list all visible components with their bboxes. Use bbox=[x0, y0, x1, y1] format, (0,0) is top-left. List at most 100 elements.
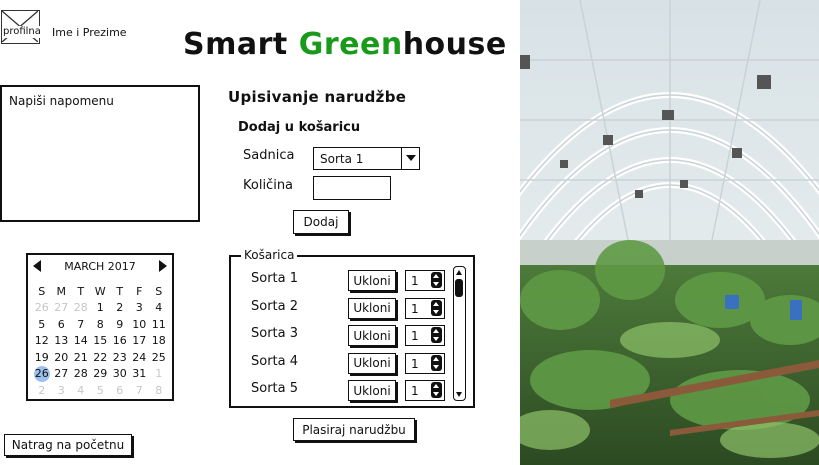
remove-button[interactable]: Ukloni bbox=[348, 297, 396, 319]
weekday-header: S bbox=[38, 284, 46, 298]
calendar-day[interactable]: 8 bbox=[96, 317, 104, 331]
prev-month-icon[interactable] bbox=[33, 260, 41, 272]
weekday-header: M bbox=[56, 284, 67, 298]
remove-button[interactable]: Ukloni bbox=[348, 380, 396, 401]
plant-select[interactable]: Sorta 1 bbox=[313, 147, 420, 170]
calendar-day[interactable]: 4 bbox=[77, 383, 85, 397]
weekday-header: T bbox=[116, 284, 124, 298]
calendar-day[interactable]: 7 bbox=[135, 383, 143, 397]
calendar-day[interactable]: 19 bbox=[34, 350, 49, 364]
quantity-label: Količina bbox=[243, 178, 294, 193]
calendar-day[interactable]: 30 bbox=[112, 367, 127, 381]
cart-item: Sorta 5 Ukloni 1 bbox=[231, 379, 445, 401]
plant-select-value: Sorta 1 bbox=[320, 152, 364, 166]
calendar-day[interactable]: 8 bbox=[155, 383, 163, 397]
cart-item: Sorta 3 Ukloni 1 bbox=[231, 324, 445, 346]
cart-item: Sorta 4 Ukloni 1 bbox=[231, 352, 445, 374]
calendar-day[interactable]: 25 bbox=[151, 350, 166, 364]
back-to-home-button[interactable]: Natrag na početnu bbox=[4, 434, 132, 456]
calendar-day[interactable]: 26 bbox=[32, 365, 52, 383]
calendar-day[interactable]: 11 bbox=[151, 317, 166, 331]
quantity-stepper[interactable]: 1 bbox=[405, 352, 445, 374]
selected-day[interactable]: 26 bbox=[33, 365, 50, 382]
remove-button[interactable]: Ukloni bbox=[348, 352, 396, 374]
calendar-day[interactable]: 1 bbox=[96, 301, 104, 315]
calendar-day[interactable]: 27 bbox=[54, 301, 69, 315]
brand-part-3: house bbox=[402, 27, 507, 62]
calendar-day[interactable]: 6 bbox=[116, 383, 124, 397]
calendar-day[interactable]: 12 bbox=[34, 334, 49, 348]
calendar-day[interactable]: 27 bbox=[54, 367, 69, 381]
stepper-arrows-icon[interactable] bbox=[431, 327, 442, 343]
weekday-header: F bbox=[136, 284, 143, 298]
chevron-down-icon[interactable] bbox=[401, 148, 419, 169]
quantity-stepper[interactable]: 1 bbox=[405, 297, 445, 319]
scroll-up-icon[interactable] bbox=[455, 270, 462, 275]
weekday-header: S bbox=[155, 284, 163, 298]
app-title: Smart Greenhouse bbox=[183, 27, 507, 62]
brand-part-1: Smart bbox=[183, 27, 299, 62]
calendar-day[interactable]: 17 bbox=[132, 334, 147, 348]
quantity-value: 1 bbox=[411, 329, 419, 343]
calendar-day[interactable]: 2 bbox=[116, 301, 124, 315]
calendar-day[interactable]: 3 bbox=[135, 301, 143, 315]
cart-item-name: Sorta 2 bbox=[251, 298, 299, 314]
stepper-arrows-icon[interactable] bbox=[431, 299, 442, 316]
weekday-header: W bbox=[94, 284, 106, 298]
calendar-day[interactable]: 7 bbox=[77, 317, 85, 331]
calendar-day[interactable]: 5 bbox=[96, 383, 104, 397]
cart-item: Sorta 2 Ukloni 1 bbox=[231, 297, 445, 319]
avatar[interactable]: profilna bbox=[1, 10, 42, 44]
cart-scrollbar[interactable] bbox=[453, 266, 466, 401]
add-to-cart-title: Dodaj u košaricu bbox=[238, 120, 361, 135]
calendar-day[interactable]: 26 bbox=[34, 301, 49, 315]
quantity-stepper[interactable]: 1 bbox=[405, 380, 445, 401]
quantity-value: 1 bbox=[411, 384, 419, 398]
note-textarea[interactable]: Napiši napomenu bbox=[0, 85, 200, 222]
calendar-day[interactable]: 6 bbox=[57, 317, 65, 331]
stepper-arrows-icon[interactable] bbox=[431, 272, 442, 288]
calendar-day[interactable]: 18 bbox=[151, 334, 166, 348]
calendar-day[interactable]: 15 bbox=[93, 334, 108, 348]
brand-part-green: Green bbox=[298, 27, 403, 62]
calendar-day[interactable]: 31 bbox=[132, 367, 147, 381]
calendar-day[interactable]: 1 bbox=[155, 367, 163, 381]
next-month-icon[interactable] bbox=[159, 260, 167, 272]
cart-item-name: Sorta 1 bbox=[251, 271, 299, 286]
cart: Košarica Sorta 1 Ukloni 1 Sorta 2 Ukloni 1 Sor… bbox=[229, 248, 475, 408]
place-order-button[interactable]: Plasiraj narudžbu bbox=[293, 418, 415, 441]
calendar-day[interactable]: 5 bbox=[38, 317, 46, 331]
remove-button[interactable]: Ukloni bbox=[348, 270, 396, 291]
scroll-thumb[interactable] bbox=[455, 279, 463, 297]
greenhouse-photo bbox=[520, 0, 819, 465]
calendar-day[interactable]: 9 bbox=[116, 317, 124, 331]
calendar-day[interactable]: 14 bbox=[73, 334, 88, 348]
scroll-down-icon[interactable] bbox=[455, 392, 462, 397]
calendar-day[interactable]: 24 bbox=[132, 350, 147, 364]
stepper-arrows-icon[interactable] bbox=[431, 354, 442, 371]
calendar-day[interactable]: 23 bbox=[112, 350, 127, 364]
calendar-day[interactable]: 2 bbox=[38, 383, 46, 397]
cart-legend: Košarica bbox=[241, 248, 298, 262]
cart-item-name: Sorta 4 bbox=[251, 353, 299, 369]
calendar-day[interactable]: 28 bbox=[73, 367, 88, 381]
quantity-value: 1 bbox=[411, 356, 419, 371]
calendar-day[interactable]: 20 bbox=[54, 350, 69, 364]
quantity-stepper[interactable]: 1 bbox=[405, 325, 445, 346]
quantity-input[interactable] bbox=[313, 176, 391, 200]
calendar-day[interactable]: 16 bbox=[112, 334, 127, 348]
note-placeholder: Napiši napomenu bbox=[9, 94, 114, 108]
calendar-day[interactable]: 13 bbox=[54, 334, 69, 348]
stepper-arrows-icon[interactable] bbox=[431, 382, 442, 398]
calendar-day[interactable]: 28 bbox=[73, 301, 88, 315]
calendar-day[interactable]: 22 bbox=[93, 350, 108, 364]
user-name: Ime i Prezime bbox=[52, 26, 127, 39]
calendar-day[interactable]: 4 bbox=[155, 301, 163, 315]
quantity-stepper[interactable]: 1 bbox=[405, 270, 445, 291]
calendar-day[interactable]: 3 bbox=[57, 383, 65, 397]
calendar-day[interactable]: 21 bbox=[73, 350, 88, 364]
add-button[interactable]: Dodaj bbox=[293, 210, 349, 234]
calendar-day[interactable]: 10 bbox=[132, 317, 147, 331]
calendar-day[interactable]: 29 bbox=[93, 367, 108, 381]
remove-button[interactable]: Ukloni bbox=[348, 325, 396, 346]
